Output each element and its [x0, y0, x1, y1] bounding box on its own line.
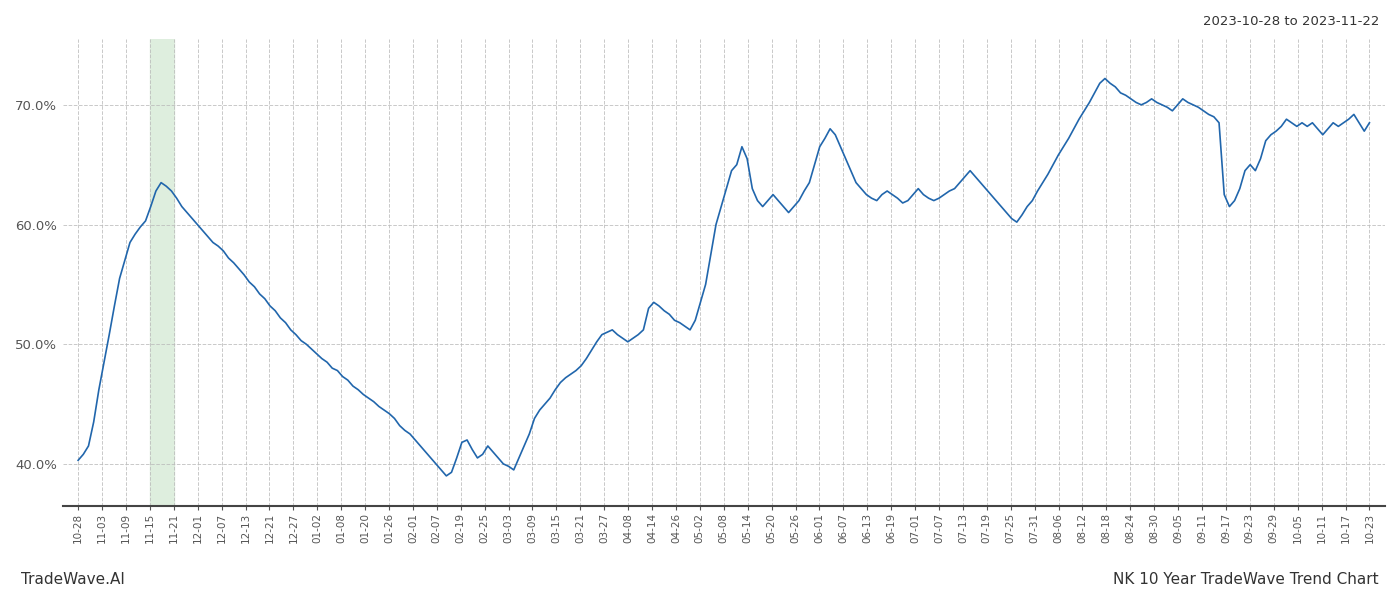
Bar: [150, 39, 174, 506]
Text: NK 10 Year TradeWave Trend Chart: NK 10 Year TradeWave Trend Chart: [1113, 572, 1379, 587]
Text: TradeWave.AI: TradeWave.AI: [21, 572, 125, 587]
Text: 2023-10-28 to 2023-11-22: 2023-10-28 to 2023-11-22: [1203, 15, 1379, 28]
